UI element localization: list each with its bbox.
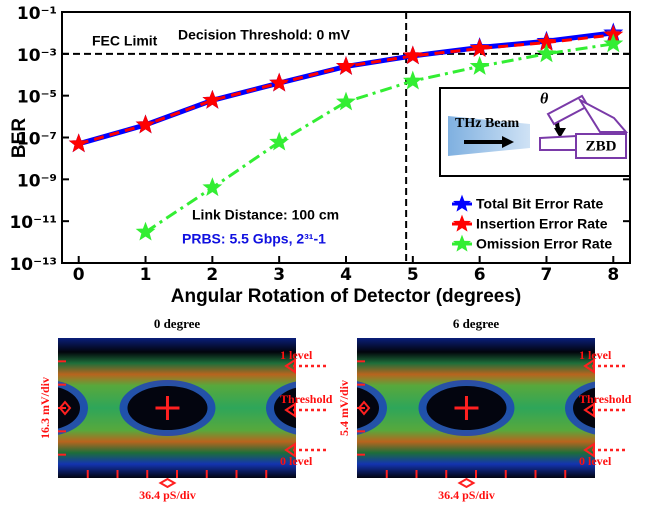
data-marker	[269, 72, 290, 92]
rotation-arrowhead	[554, 128, 566, 138]
detector-box	[575, 133, 627, 159]
level-label: 0 level	[280, 454, 313, 468]
y-tick-label: 10⁻¹	[17, 4, 57, 24]
y-tick-label: 10⁻³	[17, 46, 57, 66]
scale-arrow	[357, 400, 371, 416]
y-tick-label: 10⁻¹¹	[9, 213, 57, 233]
eye-title: 0 degree	[154, 316, 201, 331]
legend-label: Total Bit Error Rate	[476, 196, 604, 212]
x-tick-label: 7	[541, 265, 553, 285]
data-marker	[336, 91, 356, 111]
y-tick-label: 10⁻⁹	[17, 171, 57, 191]
level-arrowhead	[583, 358, 595, 374]
horizontal-scale: 36.4 pS/div	[139, 488, 196, 502]
data-marker	[336, 55, 356, 75]
fec-limit-label: FEC Limit	[92, 33, 158, 49]
horizontal-scale: 36.4 pS/div	[438, 488, 495, 502]
data-marker	[68, 133, 89, 153]
legend-marker	[453, 214, 471, 232]
beam-shape	[448, 116, 530, 156]
scale-arrow	[58, 400, 72, 416]
data-marker	[202, 177, 223, 197]
y-axis-title: BER	[9, 118, 30, 158]
beam-arrowhead	[502, 136, 514, 148]
data-marker	[469, 55, 490, 75]
eye-diagram	[58, 338, 296, 478]
level-label: Threshold	[579, 392, 632, 406]
vertical-scale: 16.3 mV/div	[38, 377, 52, 439]
data-marker	[269, 131, 290, 151]
level-label: 1 level	[280, 348, 313, 362]
level-arrowhead	[284, 358, 296, 374]
eye-opening	[274, 387, 296, 429]
legend-marker	[453, 234, 471, 252]
data-marker	[402, 45, 423, 65]
x-tick-label: 0	[73, 265, 85, 285]
y-tick-label: 10⁻⁵	[17, 88, 57, 108]
level-label: 0 level	[579, 454, 612, 468]
inset-frame	[439, 87, 631, 177]
x-axis-title: Angular Rotation of Detector (degrees)	[171, 286, 521, 307]
data-marker	[135, 114, 156, 134]
series-line	[144, 42, 614, 234]
x-tick-label: 6	[474, 265, 486, 285]
scale-arrow	[457, 477, 476, 489]
legend-label: Omission Error Rate	[476, 236, 612, 252]
angle-label: θ	[540, 91, 549, 108]
level-arrowhead	[583, 402, 595, 418]
legend-label: Insertion Error Rate	[476, 216, 608, 232]
level-arrowhead	[284, 442, 296, 458]
data-marker	[469, 38, 490, 57]
detector-body-rotated	[577, 97, 629, 133]
level-label: Threshold	[280, 392, 333, 406]
data-marker	[603, 33, 624, 53]
legend-marker	[453, 194, 471, 212]
annotation: Link Distance: 100 cm	[192, 207, 339, 223]
inset-diagram: THz Beam θ ZBD	[439, 87, 631, 177]
data-marker	[135, 221, 156, 241]
scale-arrow	[158, 477, 177, 489]
x-tick-label: 5	[407, 265, 419, 285]
eye-title: 6 degree	[453, 316, 500, 331]
level-arrowhead	[583, 442, 595, 458]
x-tick-label: 8	[607, 265, 619, 285]
data-marker	[402, 70, 423, 90]
y-tick-label: 10⁻¹³	[9, 255, 57, 275]
level-arrowhead	[284, 402, 296, 418]
beam-label: THz Beam	[455, 116, 519, 131]
annotation: Decision Threshold: 0 mV	[178, 27, 351, 43]
x-tick-label: 4	[340, 265, 352, 285]
eye-diagram	[357, 338, 595, 478]
detector-label: ZBD	[586, 138, 617, 154]
data-marker	[202, 89, 223, 109]
y-tick-label: 10⁻⁷	[17, 130, 57, 150]
vertical-scale: 5.4 mV/div	[337, 380, 351, 436]
eye-opening	[573, 387, 595, 429]
annotation: PRBS: 5.5 Gbps, 2³¹-1	[182, 231, 326, 247]
level-label: 1 level	[579, 348, 612, 362]
detector-horn	[539, 134, 577, 151]
data-marker	[536, 43, 557, 63]
x-tick-label: 1	[140, 265, 152, 285]
x-tick-label: 3	[273, 265, 285, 285]
x-tick-label: 2	[206, 265, 218, 285]
